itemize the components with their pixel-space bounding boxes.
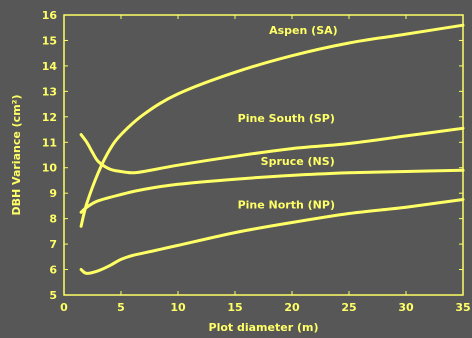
series-label-pine-north-np: Pine North (NP) [238, 198, 335, 211]
x-tick-label: 10 [170, 301, 186, 314]
y-tick-label: 11 [42, 136, 57, 149]
series-label-spruce-ns: Spruce (NS) [261, 155, 335, 168]
series-labels: Aspen (SA) Pine South (SP) Spruce (NS) Pine… [238, 24, 338, 211]
y-tick-label: 15 [42, 34, 57, 47]
y-tick-label: 6 [49, 264, 57, 277]
x-tick-label: 25 [341, 301, 356, 314]
y-tick-label: 8 [49, 213, 57, 226]
y-tick-label: 12 [42, 111, 57, 124]
series-line-pine-north-np [79, 198, 465, 275]
x-tick-label: 20 [284, 301, 300, 314]
series-line-spruce-ns [79, 168, 465, 214]
x-tick-label: 5 [117, 301, 125, 314]
x-axis-label: Plot diameter (m) [209, 321, 319, 334]
y-tick-label: 10 [42, 162, 58, 175]
series-line-pine-south-sp [79, 126, 465, 175]
y-tick-label: 14 [42, 60, 58, 73]
series-label-pine-south-sp: Pine South (SP) [238, 112, 335, 125]
y-tick-label: 13 [42, 85, 57, 98]
x-tick-label: 0 [60, 301, 68, 314]
series-lines [79, 23, 465, 275]
x-tick-label: 15 [227, 301, 242, 314]
plot-frame [63, 14, 464, 296]
y-tick-label: 9 [49, 187, 57, 200]
y-axis-label: DBH Variance (cm²) [10, 95, 23, 216]
x-tick-label: 30 [398, 301, 414, 314]
y-tick-label: 16 [42, 9, 58, 22]
axes [63, 14, 464, 296]
x-tick-label: 35 [455, 301, 470, 314]
y-tick-label: 5 [49, 289, 57, 302]
y-tick-label: 7 [49, 238, 57, 251]
series-line-aspen-sa [79, 23, 465, 228]
series-label-aspen-sa: Aspen (SA) [269, 24, 338, 37]
